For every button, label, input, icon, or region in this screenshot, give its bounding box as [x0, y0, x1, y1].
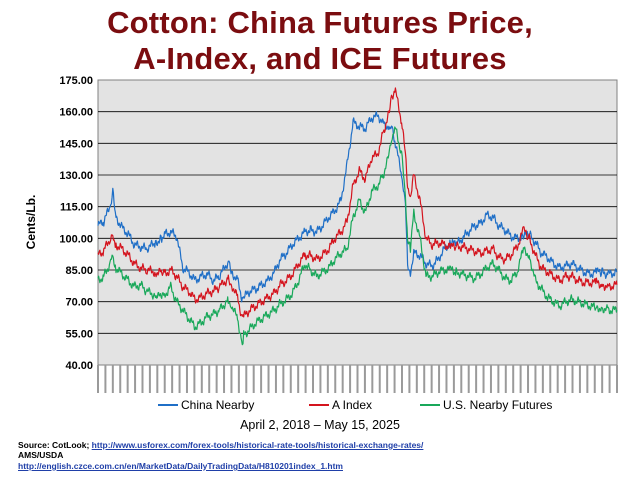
series-lines: [97, 87, 618, 346]
series-line-china-nearby: [97, 111, 618, 303]
y-tick-label: 115.00: [60, 202, 93, 214]
legend-label-a-index: A Index: [332, 398, 373, 412]
y-tick-label: 55.00: [65, 328, 93, 340]
legend-item-a-index: A Index: [309, 398, 372, 412]
series-line-u-s-nearby-futures: [97, 126, 618, 346]
x-axis-tick-marks: [97, 365, 618, 393]
y-tick-label: 100.00: [59, 233, 93, 245]
y-tick-label: 175.00: [59, 75, 93, 87]
legend-swatch-us-futures: [420, 404, 440, 406]
chart-title-line-2: A-Index, and ICE Futures: [133, 41, 507, 76]
chart-title-line-1: Cotton: China Futures Price,: [107, 5, 533, 40]
legend-label-us-futures: U.S. Nearby Futures: [443, 398, 553, 412]
date-range-caption: April 2, 2018 – May 15, 2025: [240, 418, 400, 432]
legend-item-us-futures: U.S. Nearby Futures: [420, 398, 552, 412]
legend-item-china-nearby: China Nearby: [158, 398, 254, 412]
y-tick-label: 145.00: [59, 138, 93, 150]
source-line-1: Source: CotLook; http://www.usforex.com/…: [18, 440, 423, 450]
legend-label-china: China Nearby: [181, 398, 255, 412]
source-link-czce[interactable]: http://english.czce.com.cn/en/MarketData…: [18, 461, 343, 471]
y-tick-label: 85.00: [65, 265, 93, 277]
plot-area: [97, 79, 618, 366]
source-link-usforex[interactable]: http://www.usforex.com/forex-tools/histo…: [91, 440, 424, 450]
source-label: Source: CotLook;: [18, 440, 92, 450]
legend-swatch-china: [158, 404, 178, 406]
y-axis-label: Cents/Lb.: [24, 195, 38, 250]
legend-swatch-a-index: [309, 404, 329, 406]
price-line-chart: 40.00 55.00 70.00 85.00 100.00 115.00 130.00 14…: [24, 75, 618, 393]
y-tick-label: 160.00: [59, 107, 93, 119]
source-line-3: http://english.czce.com.cn/en/MarketData…: [18, 461, 343, 471]
source-line-2: AMS/USDA: [18, 450, 64, 460]
y-tick-label: 40.00: [65, 360, 93, 372]
y-tick-label: 70.00: [65, 297, 93, 309]
series-line-a-index: [97, 87, 618, 318]
y-tick-label: 130.00: [59, 170, 93, 182]
y-axis-tick-labels: 40.00 55.00 70.00 85.00 100.00 115.00 130.00 14…: [59, 75, 93, 372]
